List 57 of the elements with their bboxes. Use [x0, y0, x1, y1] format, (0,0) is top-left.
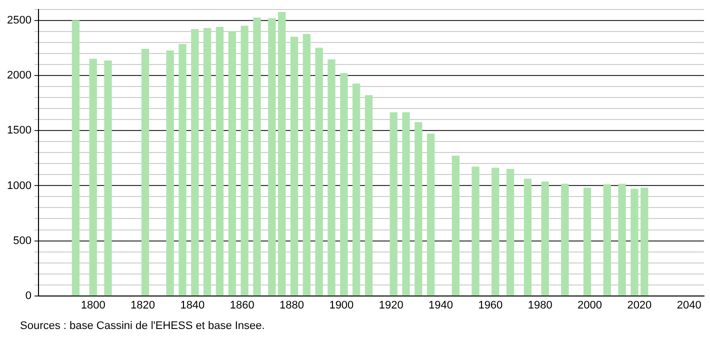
- bar: [315, 48, 323, 296]
- x-tick-label: 1920: [378, 299, 404, 312]
- y-tick-label: 0: [25, 290, 32, 302]
- bar: [89, 58, 97, 296]
- x-tick-label: 1940: [428, 299, 454, 312]
- bar: [427, 134, 435, 296]
- bar: [340, 73, 348, 296]
- bar: [583, 188, 592, 296]
- bar: [492, 168, 500, 296]
- x-tick-label: 2000: [578, 299, 602, 312]
- x-tick-label: 1840: [180, 299, 205, 312]
- bar: [240, 26, 248, 296]
- x-tick-label: 2040: [676, 299, 702, 312]
- x-tick-label: 2020: [627, 299, 652, 312]
- bar: [472, 166, 480, 296]
- y-tick-label: 2000: [6, 70, 32, 82]
- x-tick-label: 1960: [478, 299, 503, 312]
- bar: [228, 31, 236, 296]
- bar: [328, 59, 336, 296]
- bar: [506, 168, 514, 296]
- bar: [290, 36, 298, 296]
- bar: [352, 84, 360, 296]
- bar: [278, 12, 286, 296]
- bar: [452, 156, 460, 296]
- bar: [640, 188, 648, 296]
- bar: [253, 18, 261, 296]
- bar: [561, 184, 569, 296]
- x-tick-label: 1820: [130, 299, 156, 312]
- bar: [268, 18, 276, 296]
- y-tick-label: 1500: [6, 124, 32, 137]
- bar: [390, 112, 398, 296]
- bar: [141, 48, 150, 296]
- y-tick-label: 2500: [6, 14, 32, 27]
- x-tick-label: 1900: [329, 299, 354, 312]
- y-tick-label: 1000: [6, 180, 32, 192]
- bar: [178, 44, 186, 296]
- bar: [72, 20, 80, 296]
- bar: [191, 29, 199, 296]
- bar: [166, 50, 174, 296]
- bar: [618, 184, 626, 296]
- x-tick-label: 1880: [280, 299, 304, 312]
- bar: [414, 122, 422, 296]
- bar: [630, 188, 638, 296]
- bar: [104, 60, 112, 296]
- bar: [364, 95, 373, 296]
- bar: [302, 34, 310, 296]
- bar: [541, 182, 549, 296]
- x-tick-label: 1800: [80, 299, 106, 312]
- bar: [603, 184, 611, 296]
- bar: [402, 112, 410, 296]
- x-tick-label: 1860: [230, 299, 254, 312]
- y-tick-label: 500: [13, 234, 32, 247]
- source-note: Sources : base Cassini de l'EHESS et base Insee.: [20, 320, 265, 332]
- bar: [216, 26, 224, 296]
- bar: [204, 28, 212, 296]
- bar: [524, 178, 532, 296]
- x-tick-label: 1980: [528, 299, 552, 312]
